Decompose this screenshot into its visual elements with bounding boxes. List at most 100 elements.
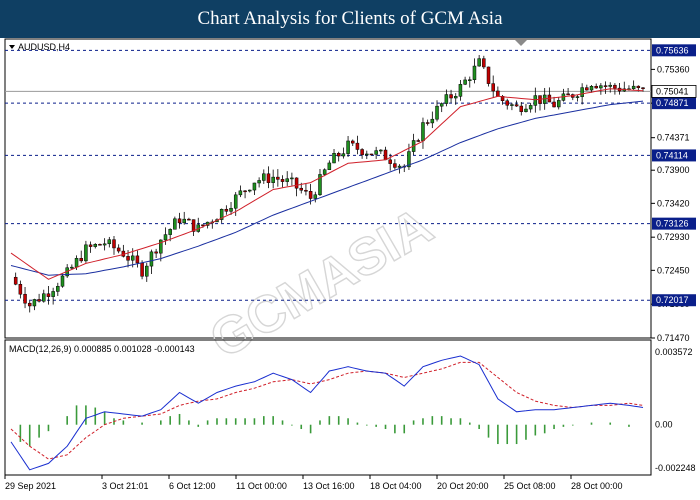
bear-candle <box>224 208 229 212</box>
bull-candle <box>397 165 402 168</box>
bull-candle <box>173 218 177 230</box>
macd-histogram-bar <box>291 424 293 426</box>
bull-candle <box>102 243 107 246</box>
bull-candle <box>149 251 154 267</box>
macd-histogram-bar <box>468 422 471 425</box>
bull-candle <box>51 291 55 297</box>
bear-candle <box>496 90 500 97</box>
bear-candle <box>140 262 144 277</box>
y-tick-label: 0.73900 <box>657 165 690 175</box>
bull-candle <box>262 173 266 181</box>
macd-histogram-bar <box>75 405 78 425</box>
bear-candle <box>177 218 182 224</box>
macd-histogram-bar <box>300 424 303 430</box>
macd-histogram-bar <box>459 418 462 425</box>
bear-candle <box>243 190 247 193</box>
bear-candle <box>519 105 524 112</box>
bear-candle <box>88 244 93 247</box>
macd-histogram-bar <box>534 424 537 436</box>
macd-histogram-bar <box>263 416 265 425</box>
macd-histogram-bar <box>553 424 555 430</box>
bear-candle <box>116 247 121 252</box>
bear-candle <box>514 104 519 107</box>
macd-histogram-bar <box>244 418 246 425</box>
y-tick-label: 0.72450 <box>657 265 690 275</box>
bull-candle <box>472 65 477 80</box>
macd-histogram-bar <box>319 420 321 425</box>
macd-histogram-bar <box>356 422 359 425</box>
macd-histogram-bar <box>197 424 200 427</box>
macd-histogram-bar <box>28 424 31 447</box>
bull-candle <box>252 182 257 191</box>
bear-candle <box>613 84 617 89</box>
bull-candle <box>74 258 79 268</box>
bear-candle <box>393 163 397 168</box>
bear-candle <box>191 219 196 232</box>
bear-candle <box>491 83 495 92</box>
bull-candle <box>589 85 594 91</box>
macd-histogram-bar <box>337 416 340 425</box>
symbol-label: AUDUSD,H4 <box>18 42 70 52</box>
macd-pane: MACD(12,26,9) 0.000885 0.001028 -0.00014… <box>4 339 696 476</box>
level-label-bg <box>652 44 696 57</box>
macd-histogram-bar <box>141 422 143 425</box>
y-tick-label: 0.71470 <box>657 333 690 343</box>
bull-candle <box>524 108 528 112</box>
macd-pane-frame <box>4 339 652 476</box>
bull-candle <box>435 105 439 120</box>
macd-histogram-bar <box>103 411 106 425</box>
ma-slow-line <box>10 100 644 276</box>
y-tick-label: 0.72930 <box>657 232 690 242</box>
macd-histogram-bar <box>497 424 499 445</box>
bull-candle <box>608 84 612 87</box>
bull-candle <box>556 100 561 108</box>
last-price-marker-bg <box>651 85 697 98</box>
macd-histogram-bar <box>253 418 256 425</box>
bull-candle <box>257 180 261 184</box>
bear-candle <box>135 255 140 264</box>
y-tick-label: 0.73420 <box>657 198 690 208</box>
last-price-label: 0.75041 <box>656 86 689 96</box>
bear-candle <box>449 94 453 99</box>
bull-candle <box>145 265 149 277</box>
macd-histogram-bar <box>628 424 630 427</box>
bull-candle <box>248 189 252 192</box>
macd-histogram-bar <box>94 407 97 425</box>
bear-candle <box>552 101 556 108</box>
bear-candle <box>505 100 509 106</box>
bear-candle <box>46 293 51 297</box>
bull-candle <box>631 85 636 90</box>
macd-histogram-bar <box>506 424 509 445</box>
y-tick-label: 0.74371 <box>657 133 690 143</box>
bull-candle <box>332 153 336 164</box>
bull-candle <box>42 293 46 302</box>
macd-histogram-bar <box>160 420 162 425</box>
macd-histogram-bar <box>431 416 434 425</box>
bull-candle <box>468 79 472 81</box>
bear-candle <box>603 85 608 87</box>
bull-candle <box>163 234 168 241</box>
y-tick-label: 0.75360 <box>657 64 690 74</box>
macd-histogram-bar <box>609 422 612 425</box>
x-tick-label: 25 Oct 08:00 <box>504 481 556 491</box>
bear-candle <box>27 302 32 307</box>
level-label: 0.74871 <box>656 98 689 108</box>
macd-signal-line <box>10 361 644 460</box>
macd-histogram-bar <box>440 416 443 425</box>
bear-candle <box>636 85 641 88</box>
bull-candle <box>322 169 327 175</box>
price-pane: GCMASIA AUDUSD,H4 0.75360 0.74871 0.74371 0.7… <box>4 38 697 370</box>
bull-candle <box>130 255 135 261</box>
bear-candle <box>383 149 388 161</box>
x-tick-label: 11 Oct 00:00 <box>236 481 287 491</box>
bull-candle <box>463 79 467 85</box>
bull-candle <box>219 208 224 220</box>
ma-fast-line <box>10 88 644 280</box>
bull-candle <box>421 122 425 142</box>
macd-histogram-bar <box>216 418 218 425</box>
price-pane-frame <box>4 38 652 339</box>
bear-candle <box>299 187 304 191</box>
bear-candle <box>98 244 102 246</box>
bear-candle <box>18 284 23 295</box>
x-tick-label: 28 Oct 00:00 <box>571 481 623 491</box>
